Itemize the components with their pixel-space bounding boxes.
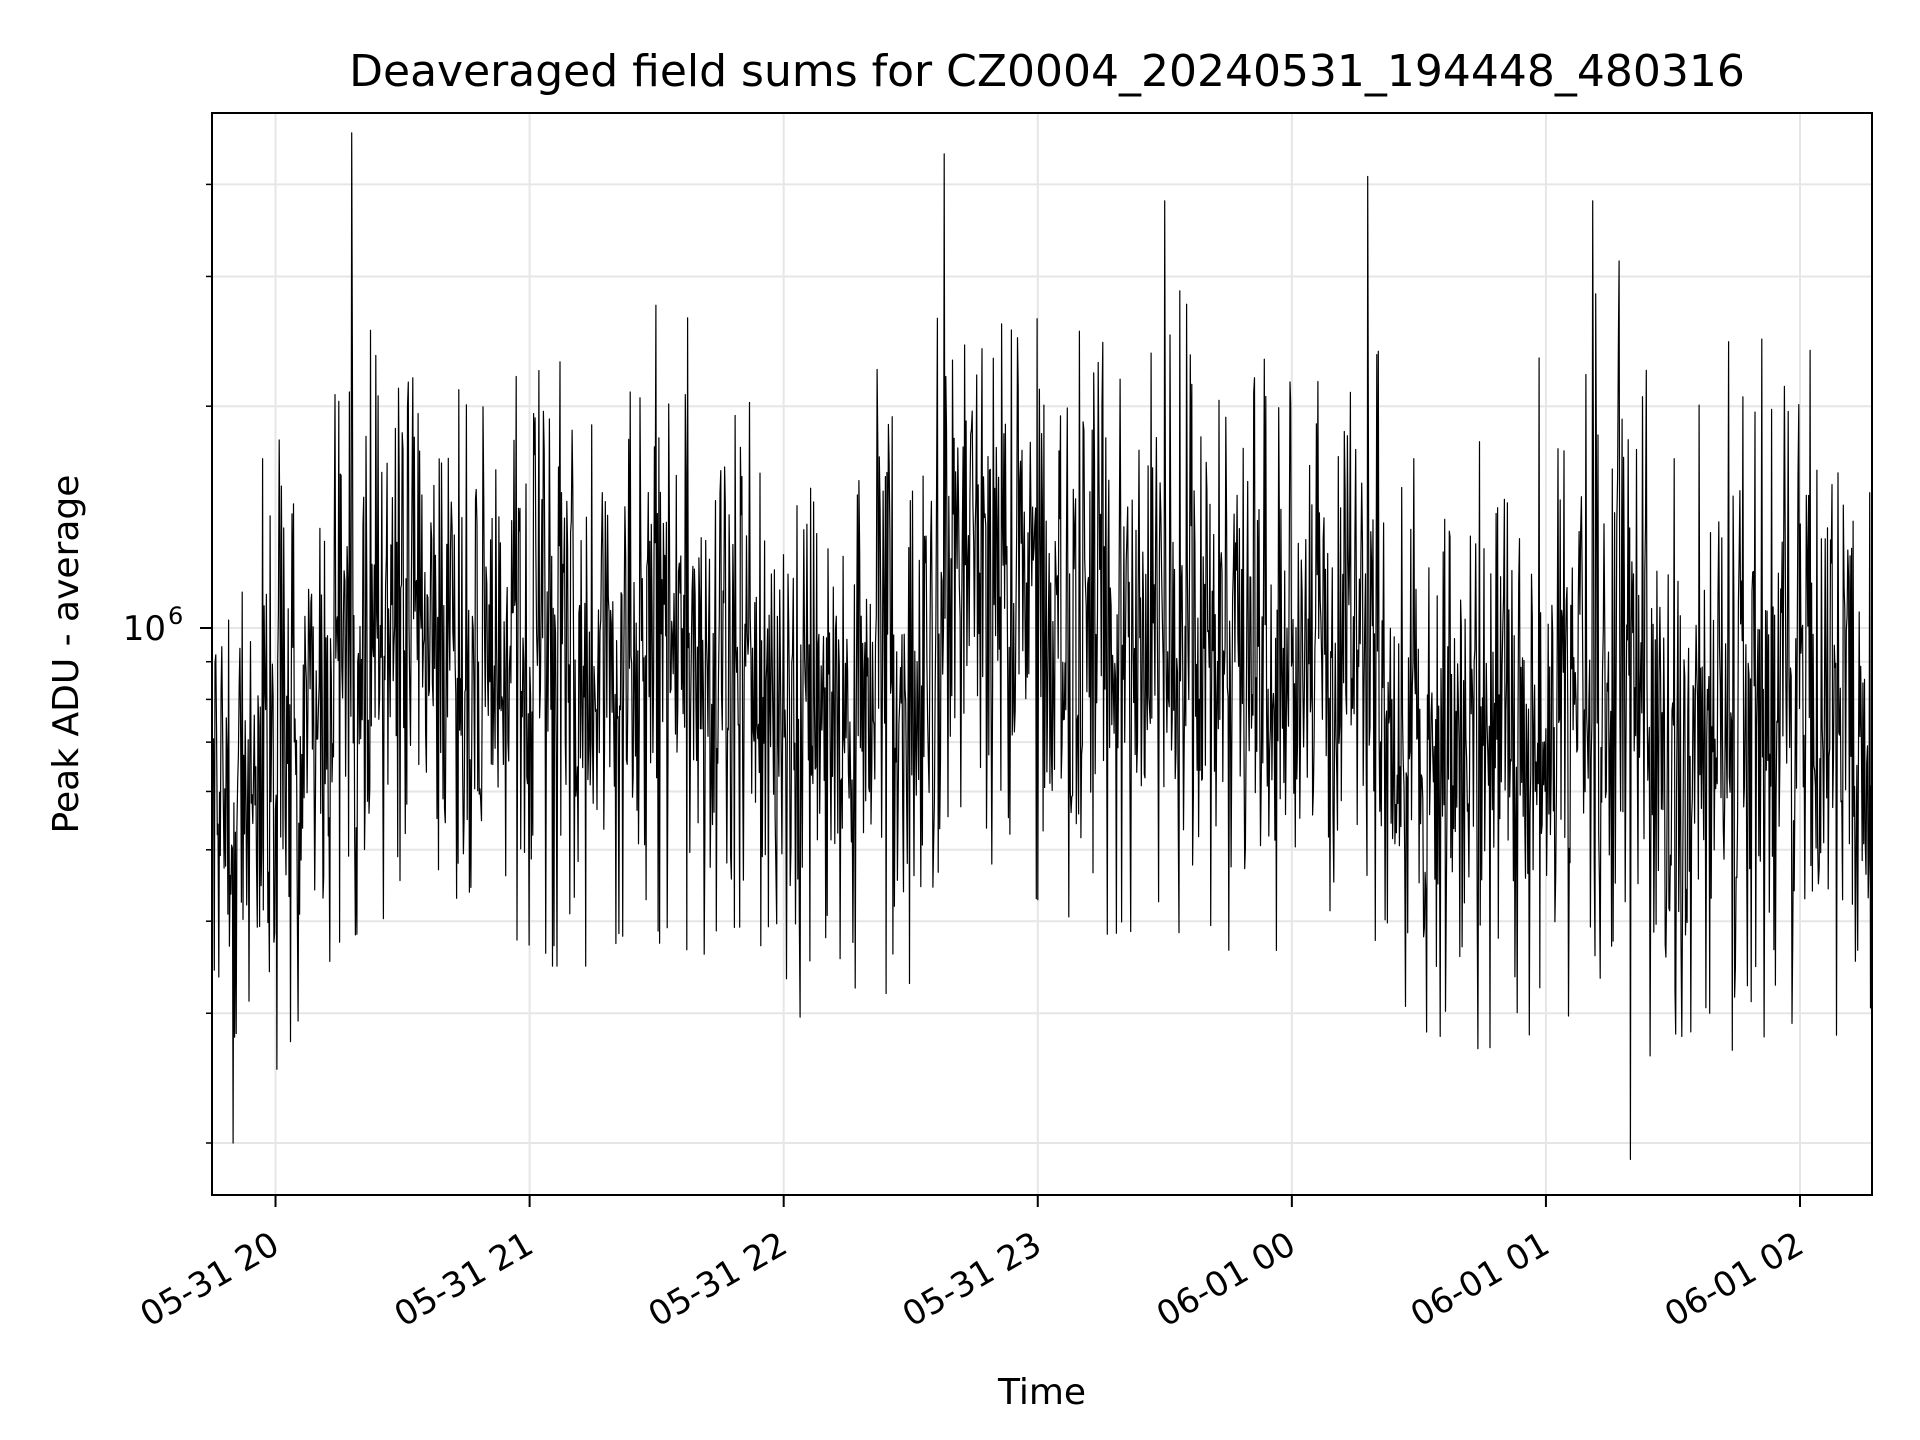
y-tick-label: 10 (123, 609, 166, 649)
plot-frame (211, 112, 1873, 1196)
y-tick-label-exponent: 6 (168, 602, 183, 630)
series-line (212, 132, 1872, 1160)
series-layer (212, 132, 1872, 1160)
y-axis-label: Peak ADU - average (46, 475, 87, 834)
x-axis-label: Time (997, 1372, 1086, 1413)
chart-title: Deaveraged field sums for CZ0004_2024053… (349, 46, 1745, 97)
y-axis: 10 6 (123, 183, 212, 1144)
